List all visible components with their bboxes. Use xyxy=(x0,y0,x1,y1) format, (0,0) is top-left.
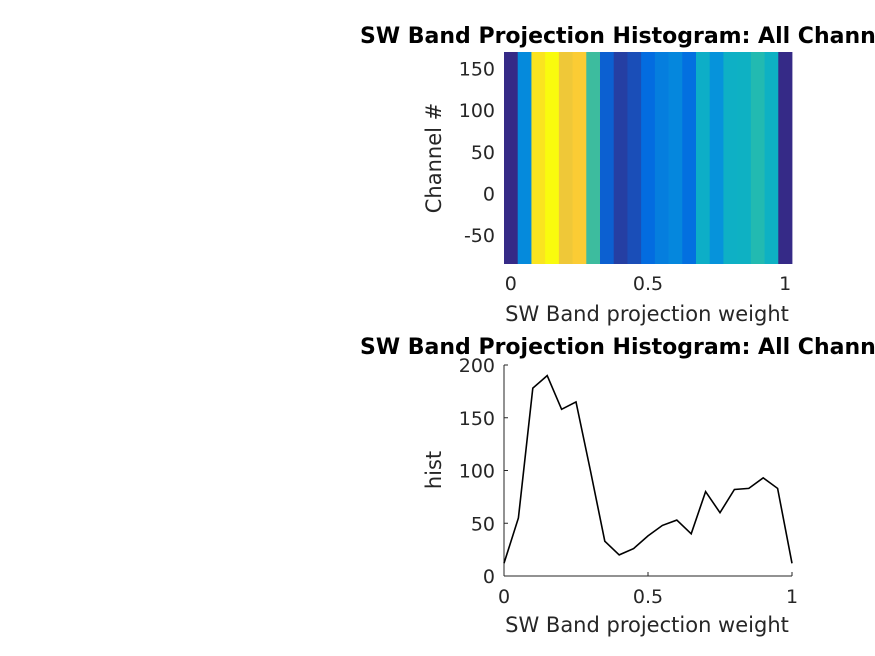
heatmap-y-ticks: -50 0 50 100 150 xyxy=(459,59,495,247)
line-title: SW Band Projection Histogram: All Channe… xyxy=(360,335,875,360)
heatmap-cell xyxy=(600,52,615,264)
line-x-ticks: 0 0.5 1 xyxy=(498,572,798,608)
heatmap-cell xyxy=(545,52,560,264)
heatmap-cell xyxy=(750,52,765,264)
heatmap-cell xyxy=(627,52,642,264)
heatmap-chart: SW Band Projection Histogram: All Channe… xyxy=(360,24,875,326)
heatmap-cell xyxy=(737,52,752,264)
line-x-tick-label: 1 xyxy=(786,586,798,608)
heatmap-cell xyxy=(504,52,519,264)
heatmap-cell xyxy=(723,52,738,264)
line-x-tick-label: 0.5 xyxy=(633,586,663,608)
heatmap-cell xyxy=(517,52,532,264)
heatmap-y-tick-label: 150 xyxy=(459,59,495,81)
line-x-tick-label: 0 xyxy=(498,586,510,608)
heatmap-cell xyxy=(654,52,669,264)
heatmap-x-tick-label: 0.5 xyxy=(633,273,663,295)
hist-series-line xyxy=(503,374,793,564)
heatmap-cell xyxy=(572,52,587,264)
heatmap-cell xyxy=(696,52,711,264)
heatmap-y-tick-label: 0 xyxy=(483,183,495,205)
heatmap-x-tick-label: 1 xyxy=(779,273,791,295)
heatmap-cell xyxy=(558,52,573,264)
heatmap-cell xyxy=(709,52,724,264)
heatmap-x-label: SW Band projection weight xyxy=(505,302,789,326)
line-chart: SW Band Projection Histogram: All Channe… xyxy=(360,335,875,637)
heatmap-x-tick-label: 0 xyxy=(505,273,517,295)
heatmap-cell xyxy=(668,52,683,264)
line-y-tick-label: 0 xyxy=(483,566,495,588)
line-x-label: SW Band projection weight xyxy=(505,613,789,637)
heatmap-cells xyxy=(504,52,793,264)
line-y-label: hist xyxy=(422,451,446,489)
line-y-tick-label: 50 xyxy=(471,513,495,535)
line-y-tick-label: 150 xyxy=(459,408,495,430)
line-y-ticks: 0 50 100 150 200 xyxy=(459,355,508,588)
line-axes xyxy=(503,365,792,577)
heatmap-cell xyxy=(682,52,697,264)
heatmap-cell xyxy=(586,52,601,264)
heatmap-cell xyxy=(778,52,793,264)
line-y-tick-label: 100 xyxy=(459,461,495,483)
heatmap-y-tick-label: -50 xyxy=(464,225,495,247)
heatmap-title: SW Band Projection Histogram: All Channe… xyxy=(360,24,875,49)
heatmap-cell xyxy=(764,52,779,264)
heatmap-y-tick-label: 50 xyxy=(471,142,495,164)
heatmap-cell xyxy=(641,52,656,264)
heatmap-y-label: Channel # xyxy=(422,103,446,214)
line-y-tick-label: 200 xyxy=(459,355,495,377)
heatmap-cell xyxy=(613,52,628,264)
heatmap-x-ticks: 0 0.5 1 xyxy=(505,273,791,295)
heatmap-cell xyxy=(531,52,546,264)
heatmap-y-tick-label: 100 xyxy=(459,100,495,122)
